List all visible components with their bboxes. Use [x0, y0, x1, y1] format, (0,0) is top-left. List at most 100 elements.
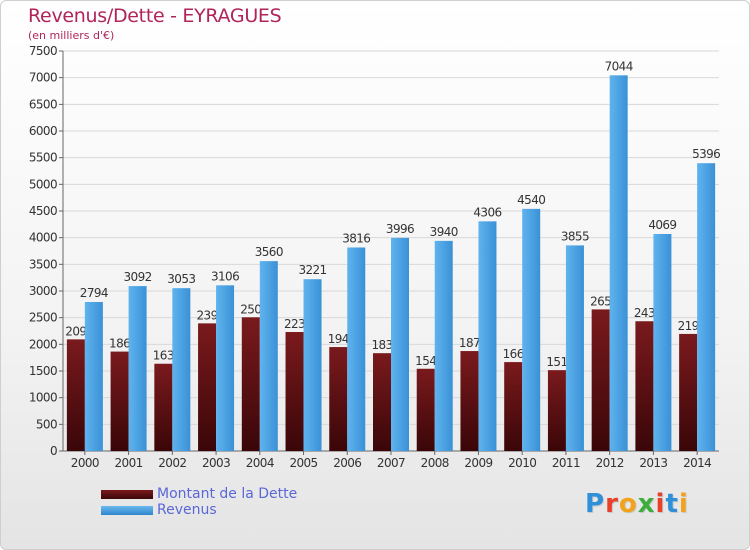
bar-revenue-2001: [128, 286, 147, 451]
xtick-label-2002: 2002: [158, 456, 186, 470]
label-revenue-2002: 3053: [167, 272, 195, 286]
bar-revenue-2011: [565, 245, 584, 451]
label-revenue-2013: 4069: [648, 218, 676, 232]
bar-debt-2014: [679, 333, 698, 451]
xtick-label-2010: 2010: [508, 456, 536, 470]
label-revenue-2007: 3996: [386, 222, 414, 236]
xtick-label-2011: 2011: [552, 456, 580, 470]
xtick-label-2006: 2006: [333, 456, 361, 470]
ytick-label-2000: 2000: [29, 337, 57, 351]
ytick-label-500: 500: [36, 417, 57, 431]
logo-letter-1: r: [605, 489, 619, 519]
label-debt-2011: 151: [546, 355, 567, 369]
ytick-label-2500: 2500: [29, 311, 57, 325]
ytick-label-0: 0: [50, 444, 57, 458]
bar-revenue-2005: [303, 279, 322, 451]
ytick-label-3500: 3500: [29, 257, 57, 271]
label-revenue-2004: 3560: [255, 245, 283, 259]
bar-revenue-2010: [522, 208, 541, 451]
label-revenue-2003: 3106: [211, 269, 239, 283]
label-debt-2013: 243: [634, 306, 655, 320]
ytick-label-6000: 6000: [29, 124, 57, 138]
label-revenue-2012: 7044: [605, 59, 633, 73]
label-debt-2010: 166: [503, 347, 524, 361]
logo-letter-6: i: [678, 489, 689, 519]
bar-revenue-2007: [391, 237, 409, 451]
bar-debt-2006: [329, 347, 348, 451]
bar-revenue-2002: [172, 288, 191, 451]
ytick-label-4500: 4500: [29, 204, 57, 218]
ytick-label-1000: 1000: [29, 391, 57, 405]
bar-revenue-2003: [216, 285, 235, 451]
label-debt-2000: 209: [65, 324, 86, 338]
chart-subtitle: (en milliers d'€): [28, 29, 115, 42]
bar-debt-2001: [110, 351, 129, 451]
xtick-label-2000: 2000: [71, 456, 99, 470]
label-debt-2006: 194: [328, 332, 349, 346]
ytick-label-6500: 6500: [29, 97, 57, 111]
label-debt-2002: 163: [153, 349, 174, 363]
label-debt-2007: 183: [371, 338, 392, 352]
proxiti-logo: Proxiti: [585, 489, 689, 519]
xtick-label-2014: 2014: [683, 456, 711, 470]
legend-swatch-revenue: [101, 506, 153, 515]
bar-revenue-2000: [84, 301, 103, 451]
bar-debt-2009: [460, 351, 479, 451]
label-revenue-2001: 3092: [124, 270, 152, 284]
bar-debt-2005: [285, 332, 304, 451]
xtick-label-2001: 2001: [115, 456, 143, 470]
label-revenue-2011: 3855: [561, 229, 589, 243]
chart-title: Revenus/Dette - EYRAGUES: [28, 5, 282, 27]
label-revenue-2006: 3816: [342, 231, 370, 245]
label-debt-2003: 239: [197, 308, 218, 322]
label-debt-2008: 154: [415, 354, 436, 368]
label-revenue-2009: 4306: [473, 205, 501, 219]
label-revenue-2000: 2794: [80, 286, 108, 300]
bar-debt-2000: [66, 339, 85, 451]
bar-revenue-2008: [434, 240, 453, 451]
xtick-label-2013: 2013: [639, 456, 667, 470]
ytick-label-7500: 7500: [29, 44, 57, 58]
bar-revenue-2009: [478, 221, 497, 451]
label-revenue-2005: 3221: [298, 263, 326, 277]
ytick-label-5000: 5000: [29, 177, 57, 191]
bar-debt-2013: [635, 321, 654, 451]
label-debt-2012: 265: [590, 294, 611, 308]
xtick-label-2008: 2008: [421, 456, 449, 470]
bar-revenue-2006: [347, 247, 366, 451]
bar-debt-2012: [591, 309, 610, 451]
ytick-label-5500: 5500: [29, 151, 57, 165]
label-debt-2005: 223: [284, 317, 305, 331]
bar-revenue-2004: [259, 261, 278, 451]
legend-swatch-debt: [101, 490, 153, 499]
xtick-label-2005: 2005: [289, 456, 317, 470]
bar-debt-2004: [241, 317, 260, 451]
bar-debt-2008: [416, 368, 435, 451]
ytick-label-4000: 4000: [29, 231, 57, 245]
bar-debt-2007: [373, 353, 391, 451]
ytick-label-7000: 7000: [29, 71, 57, 85]
bar-revenue-2013: [653, 233, 672, 451]
xtick-label-2004: 2004: [246, 456, 274, 470]
bar-debt-2002: [154, 363, 173, 451]
xtick-label-2012: 2012: [596, 456, 624, 470]
xtick-label-2007: 2007: [377, 456, 405, 470]
label-debt-2004: 250: [240, 302, 261, 316]
label-revenue-2010: 4540: [517, 193, 545, 207]
bar-revenue-2012: [609, 75, 628, 451]
bar-debt-2011: [547, 370, 566, 451]
xtick-label-2009: 2009: [464, 456, 492, 470]
logo-letter-3: x: [637, 489, 656, 519]
legend-label-revenue: Revenus: [157, 502, 217, 518]
ytick-label-1500: 1500: [29, 364, 57, 378]
logo-letter-5: t: [665, 489, 679, 519]
label-debt-2009: 187: [459, 336, 480, 350]
bar-debt-2003: [198, 323, 217, 451]
logo-letter-4: i: [655, 489, 666, 519]
ytick-label-3000: 3000: [29, 284, 57, 298]
label-debt-2001: 186: [109, 337, 130, 351]
bar-revenue-2014: [697, 163, 716, 452]
label-debt-2014: 219: [678, 319, 699, 333]
